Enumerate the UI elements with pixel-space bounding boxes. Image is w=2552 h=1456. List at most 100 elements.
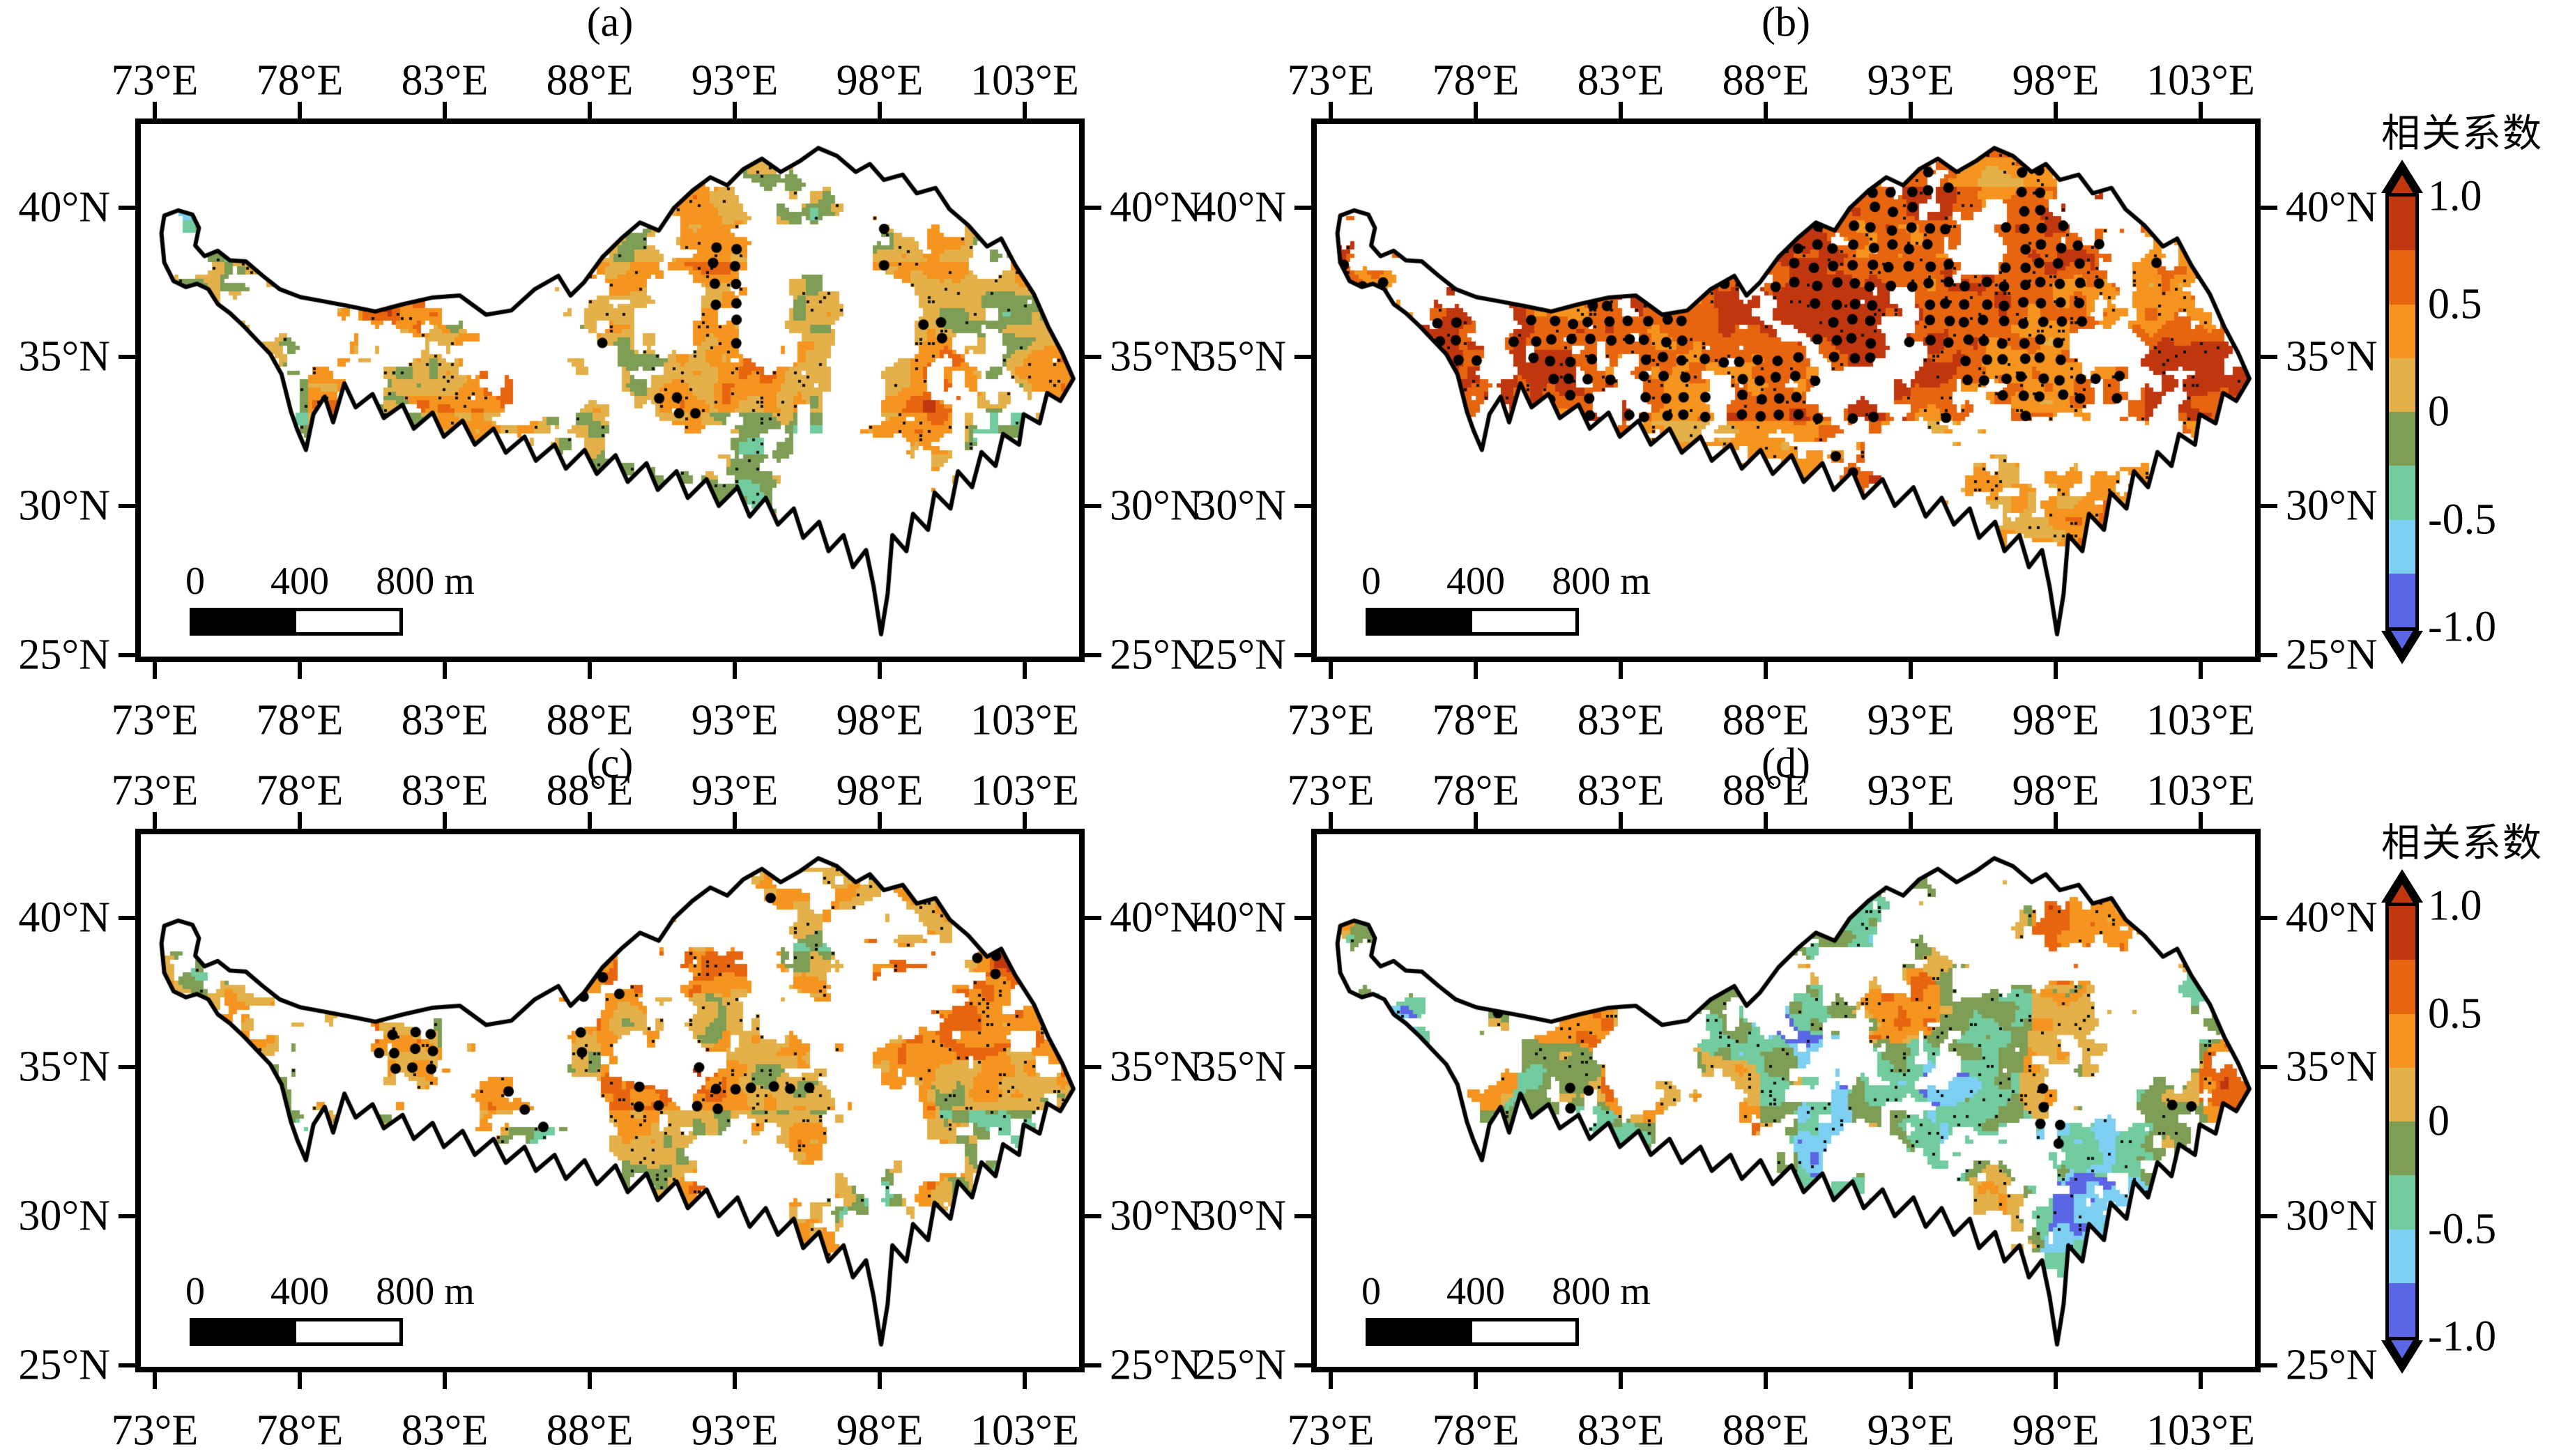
panel-d-bottom-tick — [1764, 1372, 1768, 1389]
panel-c-map-canvas — [141, 834, 1079, 1367]
panel-d-bottom-lon-label: 103°E — [2146, 1407, 2255, 1455]
panel-b-right-tick — [2261, 504, 2277, 508]
panel-b-bottom-tick — [1764, 662, 1768, 679]
colorbar-bottom-segment-2 — [2389, 1013, 2415, 1068]
panel-c-right-lat-label: 25°N — [1110, 1341, 1202, 1389]
panel-a-right-lat-label: 35°N — [1110, 332, 1202, 381]
panel-d-bottom-tick — [1474, 1372, 1478, 1389]
panel-b-bottom-lon-label: 78°E — [1432, 696, 1520, 744]
panel-b-bottom-lon-label: 98°E — [2012, 696, 2100, 744]
colorbar-bottom-segment-5 — [2389, 1175, 2415, 1229]
colorbar-top-segment-5 — [2389, 466, 2415, 520]
panel-b-right-lat-label: 40°N — [2286, 183, 2378, 231]
panel-c-bottom-tick — [1023, 1372, 1027, 1389]
panel-a-left-lat-label: 35°N — [18, 332, 110, 381]
panel-c-bottom-tick — [588, 1372, 592, 1389]
colorbar-top-segment-1 — [2389, 250, 2415, 305]
panel-d-right-tick — [2261, 1065, 2277, 1069]
colorbar-bottom-down-arrow — [2390, 1339, 2414, 1358]
panel-b-bottom-lon-label: 88°E — [1722, 696, 1810, 744]
panel-c-bottom-lon-label: 78°E — [256, 1407, 344, 1455]
panel-b-left-tick — [1294, 355, 1311, 359]
colorbar-bottom-tick-label-3: -0.5 — [2428, 1205, 2497, 1252]
panel-c-top-lon-label: 88°E — [546, 767, 634, 815]
colorbar-top-segment-0 — [2389, 197, 2415, 251]
panel-c-bottom-lon-label: 88°E — [546, 1407, 634, 1455]
panel-b-left-lat-label: 30°N — [1194, 482, 1286, 530]
panel-a-top-lon-label: 73°E — [111, 56, 199, 105]
panel-b-top-lon-label: 93°E — [1867, 56, 1955, 105]
panel-b-right-tick — [2261, 653, 2277, 657]
panel-c-bottom-lon-label: 103°E — [970, 1407, 1079, 1455]
panel-b-top-lon-label: 103°E — [2146, 56, 2255, 105]
panel-d-left-tick — [1294, 1065, 1311, 1069]
panel-a-left-tick — [119, 206, 135, 210]
panel-b-bottom-tick — [1909, 662, 1913, 679]
panel-d-bottom-lon-label: 98°E — [2012, 1407, 2100, 1455]
panel-b-left-tick — [1294, 653, 1311, 657]
colorbar-top-up-arrow — [2390, 175, 2414, 194]
panel-b-bottom-lon-label: 83°E — [1577, 696, 1665, 744]
panel-b-top-tick — [1909, 102, 1913, 118]
panel-a-top-lon-label: 93°E — [691, 56, 779, 105]
colorbar-bottom-segment-7 — [2389, 1282, 2415, 1337]
panel-d-top-tick — [1474, 812, 1478, 829]
panel-c-bottom-tick — [733, 1372, 737, 1389]
panel-b-top-lon-label: 73°E — [1287, 56, 1375, 105]
panel-a-top-tick — [588, 102, 592, 118]
panel-a-frame — [135, 118, 1085, 662]
colorbar-bottom-tick-label-4: -1.0 — [2428, 1312, 2497, 1361]
panel-d-bottom-lon-label: 73°E — [1287, 1407, 1375, 1455]
panel-c-bottom-tick — [153, 1372, 157, 1389]
panel-d-top-tick — [1764, 812, 1768, 829]
panel-a-bottom-tick — [153, 662, 157, 679]
panel-b-bottom-tick — [1619, 662, 1623, 679]
panel-a-bottom-lon-label: 103°E — [970, 696, 1079, 744]
panel-d-top-tick — [1619, 812, 1623, 829]
panel-a-left-lat-label: 40°N — [18, 183, 110, 231]
colorbar-top-tick-label-0: 1.0 — [2428, 172, 2482, 220]
panel-b-bottom-lon-label: 103°E — [2146, 696, 2255, 744]
panel-b-right-lat-label: 25°N — [2286, 631, 2378, 679]
panel-c-left-tick — [119, 1363, 135, 1367]
colorbar-top-segment-6 — [2389, 519, 2415, 574]
colorbar-top-segment-4 — [2389, 412, 2415, 466]
panel-b-bottom-lon-label: 73°E — [1287, 696, 1375, 744]
panel-a-bottom-tick — [443, 662, 447, 679]
panel-a-bottom-tick — [298, 662, 302, 679]
panel-c-top-lon-label: 83°E — [401, 767, 489, 815]
colorbar-bottom-tick-label-2: 0 — [2428, 1097, 2450, 1145]
panel-d-bottom-lon-label: 78°E — [1432, 1407, 1520, 1455]
colorbar-bottom-segment-0 — [2389, 906, 2415, 960]
panel-a-left-tick — [119, 653, 135, 657]
panel-c-top-tick — [443, 812, 447, 829]
panel-a-right-lat-label: 25°N — [1110, 631, 1202, 679]
panel-c-bottom-lon-label: 93°E — [691, 1407, 779, 1455]
panel-a-left-lat-label: 30°N — [18, 482, 110, 530]
panel-b-bottom-lon-label: 93°E — [1867, 696, 1955, 744]
panel-d-top-lon-label: 103°E — [2146, 767, 2255, 815]
colorbar-bottom-tick-label-1: 0.5 — [2428, 990, 2482, 1037]
panel-b-title: (b) — [1762, 0, 1810, 45]
panel-c-top-tick — [878, 812, 882, 829]
panel-c-left-tick — [119, 916, 135, 920]
panel-d-right-lat-label: 25°N — [2286, 1341, 2378, 1389]
panel-a-top-tick — [443, 102, 447, 118]
panel-a-top-lon-label: 98°E — [836, 56, 924, 105]
panel-d-left-lat-label: 35°N — [1194, 1043, 1286, 1091]
panel-d-left-lat-label: 30°N — [1194, 1192, 1286, 1240]
colorbar-bottom-bar — [2385, 903, 2419, 1340]
panel-d-top-lon-label: 98°E — [2012, 767, 2100, 815]
panel-a-top-lon-label: 83°E — [401, 56, 489, 105]
panel-d-left-tick — [1294, 1214, 1311, 1218]
panel-b-top-lon-label: 78°E — [1432, 56, 1520, 105]
panel-d-top-tick — [2054, 812, 2058, 829]
panel-c-left-tick — [119, 1065, 135, 1069]
panel-a-left-lat-label: 25°N — [18, 631, 110, 679]
panel-c-top-lon-label: 93°E — [691, 767, 779, 815]
colorbar-bottom-segment-3 — [2389, 1067, 2415, 1121]
panel-c-frame — [135, 829, 1085, 1372]
panel-b-top-tick — [1764, 102, 1768, 118]
panel-d-frame — [1311, 829, 2261, 1372]
panel-a-top-tick — [878, 102, 882, 118]
